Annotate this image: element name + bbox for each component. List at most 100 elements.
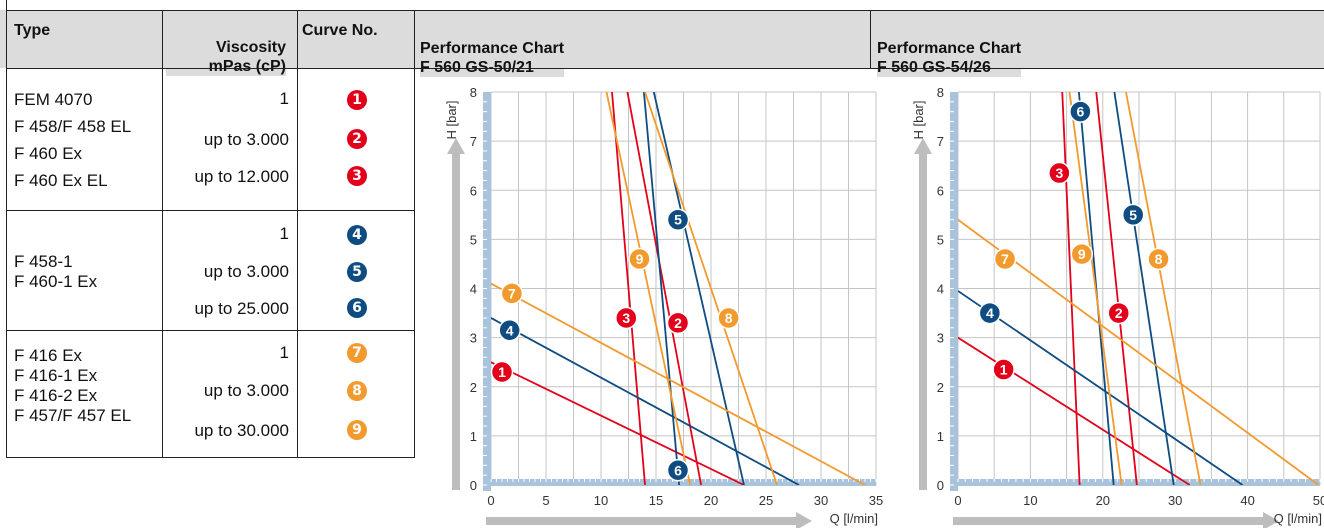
curve-badge-6 xyxy=(666,459,690,482)
type-name: FEM 4070 xyxy=(14,90,93,109)
curve-badge-3 xyxy=(615,306,638,330)
y-arrow-head xyxy=(914,138,932,154)
curve-badge-3 xyxy=(1048,161,1071,185)
curve-badge-label: 5 xyxy=(1129,207,1137,223)
x-arrow-head xyxy=(1263,512,1279,528)
curve-badge-8 xyxy=(717,306,740,330)
y-tick-label: 8 xyxy=(937,85,944,100)
curve-line-5 xyxy=(652,92,745,485)
header-curve: Curve No. xyxy=(302,21,378,40)
curve-badge-label: 1 xyxy=(498,364,506,380)
curve-badge-8: 8 xyxy=(347,381,367,401)
curve-badge-1: 1 xyxy=(347,90,367,110)
y-tick-label: 3 xyxy=(470,331,477,346)
x-arrow-head xyxy=(796,512,812,528)
x-tick-label: 20 xyxy=(1096,493,1110,508)
curve-badge-1 xyxy=(992,358,1015,381)
curve-badge-2 xyxy=(1107,301,1130,325)
y-tick-label: 7 xyxy=(937,134,944,149)
viscosity-value: 1 xyxy=(279,343,289,362)
y-tick-label: 0 xyxy=(470,478,477,493)
curve-badge-1 xyxy=(490,360,514,384)
curve-badge-6 xyxy=(1069,100,1092,123)
table-header-divider xyxy=(6,68,1324,69)
x-tick-label: 10 xyxy=(1023,493,1037,508)
header-type: Type xyxy=(14,21,51,40)
curve-line-2 xyxy=(626,92,702,485)
header-type-label: Type xyxy=(14,22,51,39)
x-tick-label: 0 xyxy=(954,493,961,508)
chart-2: 0 1 2 3 4 5 6 7 8 0 10 20 30 40 50 H [bar] Q [l/min] 1 2 3 4… xyxy=(911,85,1324,528)
x-arrow-shaft xyxy=(486,517,796,525)
curve-badge-2 xyxy=(666,311,690,335)
curve-badge-label: 8 xyxy=(725,310,733,326)
type-name: F 457/F 457 EL xyxy=(14,406,132,425)
curve-line-7 xyxy=(958,219,1320,485)
curve-badge-label: 7 xyxy=(508,285,516,301)
curve-line-8 xyxy=(1125,92,1202,485)
x-tick-label: 5 xyxy=(542,493,549,508)
y-tick-label: 7 xyxy=(470,134,477,149)
curve-badge-9: 9 xyxy=(347,420,367,440)
curve-badge-7 xyxy=(500,282,524,305)
curve-badge-label: 6 xyxy=(1076,104,1084,120)
curve-badge-label: 5 xyxy=(674,212,682,228)
curve-badge-5 xyxy=(1121,203,1145,227)
y-arrow-shaft xyxy=(919,152,927,490)
header-chart2: Performance Chart F 560 GS-54/26 xyxy=(877,20,1022,77)
curve-badge-5 xyxy=(666,208,690,231)
curve-badge-label: 9 xyxy=(1078,246,1086,262)
curve-badge-3: 3 xyxy=(347,166,367,186)
table-col-divider-2 xyxy=(297,10,298,457)
type-name: F 460 Ex EL xyxy=(14,171,108,190)
curve-badge-label: 6 xyxy=(674,462,682,478)
curve-line-5 xyxy=(1113,92,1175,485)
x-tick-label: 30 xyxy=(1168,493,1182,508)
type-name: F 460 Ex xyxy=(14,144,83,163)
curve-badge-7: 7 xyxy=(347,343,367,363)
type-name: F 416-1 Ex xyxy=(14,366,98,385)
header-curve-label: Curve No. xyxy=(302,22,378,39)
x-tick-label: 40 xyxy=(1240,493,1254,508)
header-viscosity-label: Viscosity mPas (cP) xyxy=(208,39,286,75)
y-axis-strip xyxy=(483,92,491,491)
curve-line-2 xyxy=(1095,92,1138,485)
y-tick-label: 2 xyxy=(937,380,944,395)
header-chart1: Performance Chart F 560 GS-50/21 xyxy=(420,20,565,77)
curve-badge-9 xyxy=(628,247,651,271)
table-bottom xyxy=(6,457,415,458)
y-tick-label: 5 xyxy=(470,232,477,247)
x-tick-label: 15 xyxy=(649,493,663,508)
curve-badge-label: 4 xyxy=(506,322,514,338)
x-tick-label: 0 xyxy=(487,493,494,508)
y-tick-label: 0 xyxy=(937,478,944,493)
x-axis-label: Q [l/min] xyxy=(830,511,878,526)
curve-badge-label: 4 xyxy=(986,305,994,321)
y-axis-label: H [bar] xyxy=(444,100,459,139)
table-col-divider-1 xyxy=(162,10,163,457)
curve-line-3 xyxy=(611,92,646,485)
x-tick-label: 25 xyxy=(759,493,773,508)
y-arrow-head xyxy=(447,138,465,154)
viscosity-value: up to 3.000 xyxy=(203,130,289,149)
type-name: F 458/F 458 EL xyxy=(14,117,132,136)
curve-line-1 xyxy=(491,361,745,485)
curve-badge-7 xyxy=(993,247,1017,271)
curve-badge-4 xyxy=(978,301,1002,325)
viscosity-value: 1 xyxy=(279,224,289,243)
type-name: F 460-1 Ex xyxy=(14,272,98,291)
y-tick-label: 4 xyxy=(470,282,477,297)
y-tick-label: 3 xyxy=(937,331,944,346)
viscosity-value: up to 3.000 xyxy=(203,381,289,400)
curve-badge-label: 3 xyxy=(622,310,630,326)
y-arrow-shaft xyxy=(452,152,460,490)
curve-badge-8 xyxy=(1147,247,1170,271)
y-tick-label: 6 xyxy=(470,183,477,198)
curve-badge-4: 4 xyxy=(347,225,367,245)
curve-line-9 xyxy=(605,92,691,485)
curve-badge-label: 7 xyxy=(1001,251,1009,267)
curve-badge-label: 1 xyxy=(1000,362,1008,378)
viscosity-value: up to 25.000 xyxy=(194,299,289,318)
series-lines xyxy=(491,92,866,485)
curve-badge-9 xyxy=(1070,242,1094,266)
